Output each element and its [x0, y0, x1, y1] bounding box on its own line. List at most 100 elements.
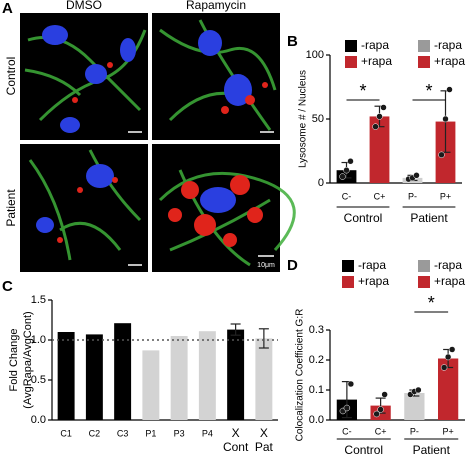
y-tick-label: 0.3	[309, 324, 324, 336]
data-point	[343, 166, 350, 174]
legend-swatch	[418, 56, 430, 68]
data-point	[377, 406, 384, 413]
data-point	[444, 353, 452, 361]
group-label: Control	[344, 211, 383, 225]
bar	[255, 338, 273, 420]
x-tick-label: C3	[117, 428, 129, 438]
data-point	[373, 410, 380, 418]
x-tick-label: P+	[440, 191, 451, 201]
image-dmso-control	[20, 13, 148, 140]
data-point	[413, 172, 420, 179]
data-point	[415, 386, 422, 394]
legend-swatch	[418, 260, 430, 272]
x-tick-label: P-	[410, 426, 419, 436]
y-tick-label: 1.0	[31, 334, 46, 346]
data-point	[347, 380, 355, 388]
data-point	[438, 151, 445, 159]
y-tick-label: 0.1	[309, 384, 324, 396]
data-point	[376, 113, 383, 120]
group-label: Patient	[413, 443, 451, 457]
bar	[57, 332, 75, 420]
group-label: Patient	[410, 211, 448, 225]
significance-label: *	[428, 293, 435, 313]
x-tick-label: Pat	[255, 440, 274, 454]
data-point	[343, 404, 351, 412]
x-tick-label: C+	[374, 191, 386, 201]
legend-label: +rapa	[434, 54, 465, 68]
column-label: DMSO	[66, 0, 102, 12]
column-label: Rapamycin	[186, 0, 246, 12]
x-tick-label: P1	[145, 428, 156, 438]
image-dmso-patient	[20, 144, 148, 272]
micrographs: 10μm	[20, 13, 296, 272]
x-tick-label: P+	[442, 426, 453, 436]
data-point	[339, 173, 346, 180]
data-point	[448, 346, 456, 353]
x-tick-label: C-	[342, 191, 352, 201]
bar	[142, 350, 160, 420]
legend-label: -rapa	[434, 258, 462, 272]
x-tick-label: P4	[202, 428, 213, 438]
y-tick-label: 100	[306, 49, 324, 61]
legend-label: +rapa	[358, 274, 389, 288]
y-tick-label: 0.2	[309, 354, 324, 366]
legend-label: -rapa	[434, 38, 462, 52]
panel-label: D	[287, 257, 298, 274]
bar	[198, 331, 216, 420]
bar	[404, 393, 425, 420]
legend-swatch	[418, 40, 430, 52]
data-point	[380, 104, 387, 111]
x-tick-label: Cont	[223, 440, 249, 454]
legend-label: -rapa	[361, 38, 389, 52]
panel-label: B	[287, 33, 298, 50]
scale-bars	[128, 131, 274, 266]
x-tick-label: P-	[408, 191, 417, 201]
y-tick-label: 0	[318, 177, 324, 189]
nuclei	[36, 25, 252, 233]
bar	[369, 116, 390, 183]
panel-label: C	[2, 278, 13, 295]
x-tick-label: P3	[174, 428, 185, 438]
lysosomes	[57, 62, 268, 247]
y-tick-label: 0.0	[309, 414, 324, 426]
bar	[85, 334, 103, 420]
bar	[438, 358, 459, 420]
x-tick-label: C-	[342, 426, 352, 436]
data-point	[446, 86, 453, 93]
y-axis-label: Colocalization Coefficient G:R	[295, 309, 306, 442]
x-tick-label: C2	[89, 428, 101, 438]
legend-label: -rapa	[358, 258, 386, 272]
panel-label: A	[2, 0, 13, 17]
bar	[227, 329, 245, 420]
y-tick-label: 0.0	[31, 414, 46, 426]
bar	[114, 323, 132, 420]
bar	[170, 336, 188, 420]
data-point	[440, 364, 448, 371]
y-tick-label: 50	[312, 113, 324, 125]
y-tick-label: 1.5	[31, 294, 46, 306]
legend-swatch	[342, 260, 354, 272]
data-point	[381, 391, 388, 398]
scale-bar-label: 10μm	[257, 262, 275, 269]
legend-swatch	[342, 276, 354, 288]
significance-label: *	[425, 81, 432, 101]
significance-label: *	[359, 81, 366, 101]
x-tick-label: C+	[375, 426, 387, 436]
y-tick-label: 0.5	[31, 374, 46, 386]
group-label: Control	[344, 443, 383, 457]
row-label: Control	[4, 57, 18, 96]
x-tick-label: X	[260, 426, 268, 440]
row-label: Patient	[4, 189, 18, 227]
legend-swatch	[345, 56, 357, 68]
legend-swatch	[418, 276, 430, 288]
x-tick-label: C1	[60, 428, 72, 438]
legend-swatch	[345, 40, 357, 52]
y-axis-label: Lysosome # / Nucleus	[298, 70, 309, 168]
y-axis-label: Fold Change	[8, 329, 20, 392]
data-point	[347, 157, 354, 165]
legend-label: +rapa	[361, 54, 392, 68]
data-point	[442, 115, 449, 123]
data-point	[372, 123, 379, 130]
x-tick-label: X	[232, 426, 240, 440]
